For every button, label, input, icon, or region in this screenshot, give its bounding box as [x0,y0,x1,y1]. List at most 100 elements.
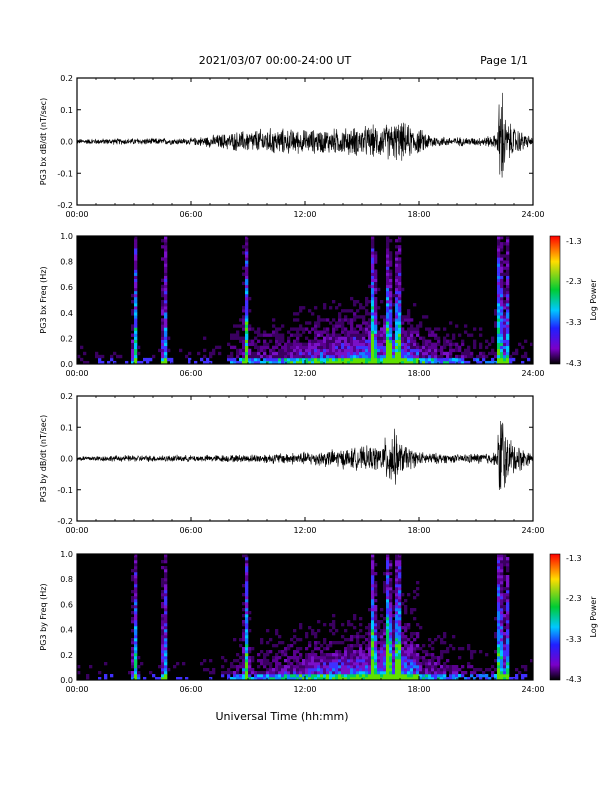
panel1-spectrogram-cell [350,324,354,328]
panel1-spectrogram-cell [398,327,402,331]
panel3-spectrogram-cell [389,602,393,606]
panel3-xtick-label: 00:00 [65,685,88,694]
panel3-spectrogram-cell [500,629,504,633]
panel3-spectrogram-cell [386,605,390,609]
panel1-spectrogram-cell [398,333,402,337]
panel3-spectrogram-cell [305,653,309,657]
panel3-spectrogram-cell [407,623,411,627]
panel1-spectrogram-cell [272,360,276,365]
panel3-spectrogram-cell [308,668,312,672]
panel1-spectrogram-cell [431,357,435,362]
panel1-spectrogram-cell [509,354,513,359]
panel1-spectrogram-cell [437,348,441,353]
panel1-spectrogram-cell [395,327,399,331]
panel1-spectrogram-cell [392,293,396,298]
panel1-spectrogram-cell [317,345,321,350]
panel3-spectrogram-cell [506,578,510,582]
panel1-spectrogram-cell [245,330,249,334]
panel1-spectrogram-cell [362,336,366,340]
panel1-spectrogram-cell [326,327,330,331]
panel3-spectrogram-cell [473,650,477,654]
panel3-spectrogram-cell [395,584,399,588]
panel1-spectrogram-cell [242,351,246,356]
panel1-spectrogram-cell [329,345,333,350]
panel3-spectrogram-cell [452,647,456,651]
panel3-spectrogram-cell [134,623,138,627]
panel1-spectrogram-cell [164,248,168,252]
panel3-spectrogram-cell [383,656,387,660]
panel1-spectrogram-cell [218,345,222,350]
panel3-spectrogram-cell [497,677,501,681]
panel3-spectrogram-cell [494,677,498,681]
panel1-spectrogram-cell [320,342,324,347]
panel3-spectrogram-cell [326,647,330,651]
panel3-spectrogram-cell [440,650,444,654]
panel1-spectrogram-cell [383,345,387,350]
panel3-spectrogram-cell [398,587,402,591]
panel1-spectrogram-cell [242,354,246,359]
panel1-spectrogram-cell [332,351,336,356]
panel3-spectrogram-cell [263,656,267,660]
panel3-spectrogram-cell [500,611,504,615]
panel1-spectrogram-cell [341,321,345,325]
panel1-spectrogram-cell [284,351,288,356]
panel3-spectrogram-cell [500,617,504,621]
panel3-spectrogram-cell [350,650,354,654]
panel3-spectrogram-cell [359,659,363,663]
panel3-spectrogram-cell [413,596,417,600]
panel3-spectrogram-cell [497,560,501,564]
panel1-spectrogram-cell [416,348,420,353]
panel3-spectrogram-cell [398,641,402,645]
panel3-spectrogram-cell [374,662,378,666]
panel3-spectrogram-cell [350,647,354,651]
panel3-spectrogram-cell [275,677,279,681]
panel3-spectrogram-cell [389,671,393,675]
panel1-spectrogram-cell [350,327,354,331]
panel3-spectrogram-cell [359,644,363,648]
panel1-spectrogram-cell [356,345,360,350]
panel3-spectrogram-cell [377,650,381,654]
panel3-spectrogram-cell [296,647,300,651]
panel3-spectrogram-cell [506,623,510,627]
panel1-spectrogram-cell [491,360,495,365]
panel3-spectrogram-cell [164,662,168,666]
panel3-spectrogram-cell [347,659,351,663]
panel1-spectrogram-cell [368,333,372,337]
panel1-spectrogram-cell [395,336,399,340]
panel3-spectrogram-cell [386,563,390,567]
panel3-spectrogram-cell [278,671,282,675]
panel1-spectrogram-cell [272,354,276,359]
panel1-spectrogram-cell [161,330,165,334]
panel3-spectrogram-cell [308,653,312,657]
panel3-spectrogram-cell [338,665,342,669]
panel3-spectrogram-cell [230,677,234,681]
panel3-spectrogram-cell [353,662,357,666]
panel3-spectrogram-cell [278,665,282,669]
panel3-spectrogram-cell [386,560,390,564]
panel3-spectrogram-cell [497,629,501,633]
panel3-spectrogram-cell [269,671,273,675]
panel3-spectrogram-cell [164,671,168,675]
panel3-spectrogram-cell [434,656,438,660]
panel1-spectrogram-cell [296,360,300,365]
panel1-spectrogram-cell [293,360,297,365]
panel0-xtick-label: 06:00 [179,210,202,219]
panel3-spectrogram-cell [275,656,279,660]
panel3-spectrogram-cell [260,638,264,642]
panel3-spectrogram-cell [317,671,321,675]
panel3-spectrogram-cell [368,641,372,645]
panel1-spectrogram-cell [440,348,444,353]
panel1-spectrogram-cell [500,345,504,350]
panel3-spectrogram-cell [359,656,363,660]
panel1-spectrogram-cell [347,333,351,337]
panel1-spectrogram-cell [275,342,279,347]
panel3-spectrogram-cell [161,632,165,636]
panel1-spectrogram-cell [344,309,348,313]
panel1-spectrogram-cell [422,315,426,319]
panel3-spectrogram-cell [260,650,264,654]
panel3-spectrogram-cell [326,665,330,669]
panel1-spectrogram-cell [515,348,519,353]
panel3-spectrogram-cell [407,626,411,630]
panel3-spectrogram-cell [431,647,435,651]
panel1-spectrogram-cell [230,336,234,340]
